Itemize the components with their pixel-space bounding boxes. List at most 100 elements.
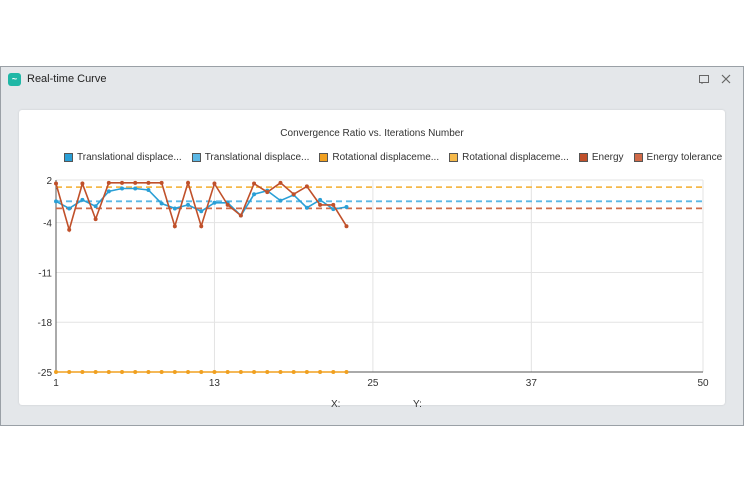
data-point xyxy=(278,370,283,374)
data-point xyxy=(146,370,151,374)
data-point xyxy=(318,202,323,207)
data-point xyxy=(67,227,72,232)
legend-label: Energy xyxy=(591,151,624,163)
data-point xyxy=(159,370,164,374)
data-point xyxy=(199,209,204,214)
x-tick-label: 13 xyxy=(209,378,221,389)
data-point xyxy=(159,180,164,185)
data-point xyxy=(172,224,177,229)
data-point xyxy=(106,189,111,194)
data-point xyxy=(120,186,125,191)
data-point xyxy=(120,180,125,185)
data-point xyxy=(252,192,257,197)
legend-swatch xyxy=(449,152,459,162)
legend-item[interactable]: Rotational displaceme... xyxy=(319,151,439,163)
data-point xyxy=(238,213,243,218)
legend-item[interactable]: Rotational displaceme... xyxy=(449,151,569,163)
data-point xyxy=(278,180,283,185)
data-point xyxy=(54,181,58,186)
data-point xyxy=(344,205,349,210)
data-point xyxy=(120,370,125,374)
legend-label: Rotational displaceme... xyxy=(462,151,569,163)
data-point xyxy=(146,187,151,192)
data-point xyxy=(67,206,72,211)
y-tick-label: -11 xyxy=(38,268,52,279)
y-tick-label: -18 xyxy=(38,318,53,329)
legend-label: Translational displace... xyxy=(77,151,182,163)
data-point xyxy=(54,370,58,374)
data-point xyxy=(133,180,138,185)
legend-swatch xyxy=(64,152,73,162)
title-bar[interactable]: ~ Real-time Curve xyxy=(1,67,743,93)
data-point xyxy=(278,198,283,203)
data-point xyxy=(172,206,177,211)
x-tick-label: 37 xyxy=(526,378,538,389)
legend-label: Translational displace... xyxy=(204,151,310,163)
x-tick-label: 50 xyxy=(697,378,709,389)
data-point xyxy=(291,370,296,374)
x-tick-label: 25 xyxy=(367,378,379,389)
y-coord-label: Y: xyxy=(413,399,422,410)
legend-label: Rotational displaceme... xyxy=(332,151,440,163)
data-point xyxy=(80,197,85,202)
data-point xyxy=(67,370,72,374)
data-point xyxy=(146,180,151,185)
data-point xyxy=(93,370,98,374)
y-tick-label: -25 xyxy=(38,368,53,379)
data-point xyxy=(291,192,296,197)
legend-item[interactable]: Energy xyxy=(578,151,624,163)
data-point xyxy=(212,370,217,374)
data-point xyxy=(304,205,309,210)
data-point xyxy=(133,186,138,191)
data-point xyxy=(238,370,243,374)
data-point xyxy=(186,370,191,374)
data-point xyxy=(199,370,204,374)
legend-swatch xyxy=(191,152,201,162)
data-point xyxy=(304,370,309,374)
legend-item[interactable]: Translational displace... xyxy=(64,151,182,163)
chart-panel xyxy=(19,110,725,405)
close-icon[interactable] xyxy=(719,72,733,86)
data-point xyxy=(159,201,164,206)
data-point xyxy=(106,180,111,185)
data-point xyxy=(265,370,270,374)
legend-label: Energy tolerance xyxy=(646,151,723,163)
data-point xyxy=(225,370,230,374)
app-logo-icon: ~ xyxy=(8,73,21,86)
data-point xyxy=(344,370,349,374)
legend-swatch xyxy=(633,152,643,162)
legend-item[interactable]: Energy tolerance xyxy=(633,151,723,163)
data-point xyxy=(212,181,217,186)
legend-swatch xyxy=(319,152,329,162)
x-tick-label: 1 xyxy=(53,378,59,389)
y-tick-label: 2 xyxy=(46,176,52,187)
data-point xyxy=(80,181,85,186)
x-coord-label: X: xyxy=(331,399,341,410)
data-point xyxy=(212,200,217,205)
data-point xyxy=(106,370,111,374)
data-point xyxy=(265,190,270,195)
data-point xyxy=(331,207,336,212)
data-point xyxy=(331,370,336,374)
legend-item[interactable]: Translational displace... xyxy=(191,151,310,163)
data-point xyxy=(54,199,58,204)
data-point xyxy=(199,224,204,229)
data-point xyxy=(331,202,336,207)
data-point xyxy=(172,370,177,374)
data-point xyxy=(225,202,230,207)
data-point xyxy=(252,370,257,374)
data-point xyxy=(304,184,309,189)
chart-title: Convergence Ratio vs. Iterations Number xyxy=(280,128,464,139)
data-point xyxy=(186,202,191,207)
real-time-curve-window: ~ Real-time Curve xyxy=(0,66,744,426)
data-point xyxy=(186,180,191,185)
window-title: Real-time Curve xyxy=(27,73,107,85)
restore-icon[interactable] xyxy=(697,72,711,86)
data-point xyxy=(93,217,98,222)
data-point xyxy=(252,181,257,186)
data-point xyxy=(318,197,323,202)
y-tick-label: -4 xyxy=(43,219,52,230)
data-point xyxy=(318,370,323,374)
data-point xyxy=(133,370,138,374)
